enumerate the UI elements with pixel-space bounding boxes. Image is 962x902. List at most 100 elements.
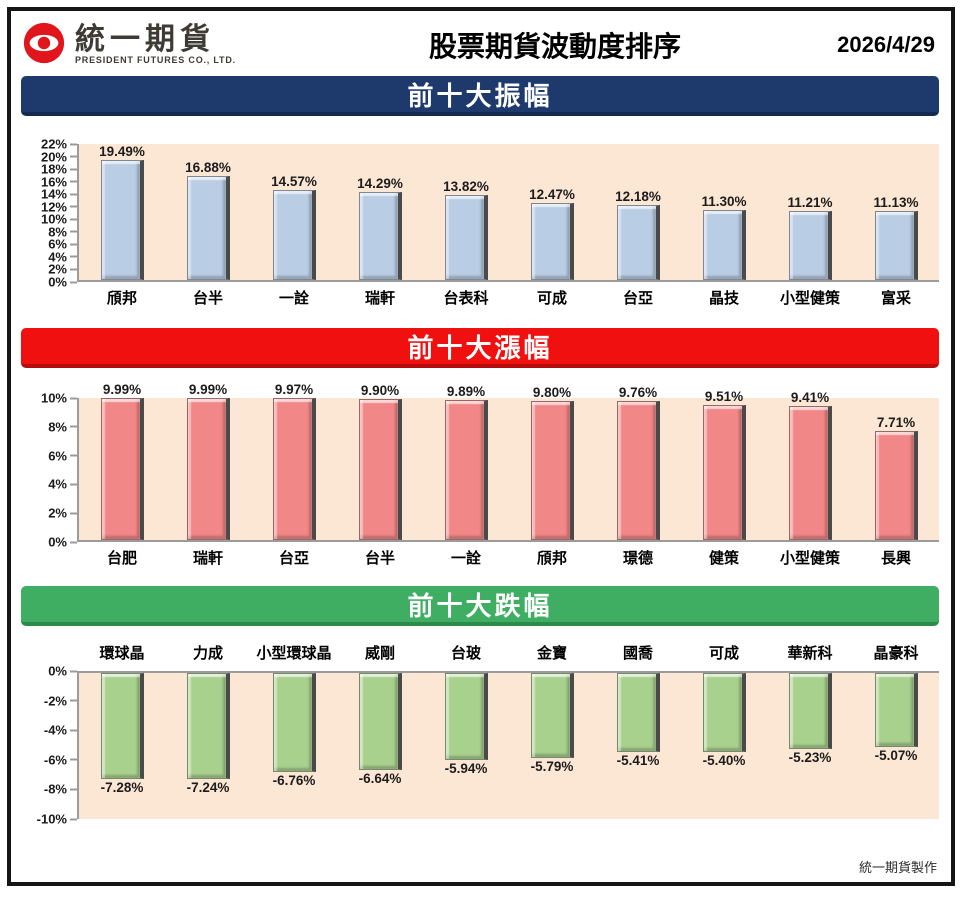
- category-label: 晶技: [708, 290, 739, 307]
- bar-力成: [186, 673, 230, 779]
- bar-slot: 9.89%: [423, 384, 509, 540]
- losers-plot-area: -7.28% -7.24% -6.76% -6.64% -5.94% -5.79% -5.4…: [77, 671, 939, 819]
- bar-頎邦: [100, 159, 144, 280]
- bar-slot: -6.64%: [337, 673, 423, 819]
- y-axis-tick: 10%: [41, 212, 77, 227]
- y-axis-tick: 12%: [41, 199, 77, 214]
- category-label: 力成: [192, 645, 223, 662]
- category-label: 台玻: [450, 645, 481, 662]
- losers-banner: 前十大跌幅: [21, 586, 939, 626]
- president-futures-logo-icon: [21, 20, 67, 71]
- y-axis-tick: 20%: [41, 149, 77, 164]
- y-axis-tick: 0%: [48, 535, 77, 550]
- amplitude-banner-label: 前十大振幅: [407, 80, 553, 111]
- losers-banner-label: 前十大跌幅: [407, 590, 553, 621]
- bar-華新科: [788, 673, 832, 750]
- value-label: 9.80%: [532, 384, 572, 400]
- bar-璟德: [616, 401, 660, 540]
- category-label: 台半: [364, 550, 395, 567]
- category-label: 小型環球晶: [256, 645, 332, 662]
- bar-台半: [358, 399, 402, 540]
- y-axis-tick: 2%: [48, 262, 77, 277]
- value-label: -5.23%: [788, 750, 832, 766]
- y-axis-tick: 8%: [48, 224, 77, 239]
- category-label: 台表科: [443, 290, 489, 307]
- value-label: 7.71%: [876, 414, 916, 430]
- value-label: 14.57%: [271, 173, 317, 189]
- category-label: 瑞軒: [192, 550, 223, 567]
- bar-slot: -5.41%: [595, 673, 681, 819]
- brand-subtitle: PRESIDENT FUTURES CO., LTD.: [75, 55, 236, 65]
- value-label: 13.82%: [443, 178, 489, 194]
- bar-slot: 16.88%: [165, 144, 251, 280]
- bar-可成: [702, 673, 746, 752]
- bar-slot: -7.24%: [165, 673, 251, 819]
- gainers-chart: 10% 8% 6% 4% 2% 0% 9.99% 9.99% 9.97% 9.90% 9.89% 9…: [21, 382, 939, 550]
- category-label: 可成: [536, 290, 567, 307]
- page-title: 股票期貨波動度排序: [428, 31, 681, 62]
- bar-slot: 19.49%: [79, 144, 165, 280]
- y-axis-tick: -4%: [44, 723, 77, 738]
- bar-slot: -5.79%: [509, 673, 595, 819]
- bar-台半: [186, 175, 230, 280]
- gainers-category-axis: 台肥 瑞軒 台亞 台半 一詮 頎邦 璟德 健策 小型健策 長興: [79, 547, 939, 571]
- value-label: 9.99%: [102, 382, 142, 398]
- y-axis-tick: 4%: [48, 249, 77, 264]
- y-axis-tick: -10%: [37, 812, 77, 827]
- y-axis-tick: -2%: [44, 693, 77, 708]
- bar-小型環球晶: [272, 673, 316, 772]
- value-label: -7.28%: [100, 780, 144, 796]
- y-axis-tick: 8%: [48, 419, 77, 434]
- category-label: 台亞: [278, 550, 309, 567]
- category-label: 台亞: [622, 290, 653, 307]
- y-axis-tick: 16%: [41, 174, 77, 189]
- value-label: -5.94%: [444, 760, 488, 776]
- value-label: -5.07%: [874, 748, 918, 764]
- section-gainers: 前十大漲幅 10% 8% 6% 4% 2% 0% 9.99% 9.99% 9.97% 9.90%…: [21, 328, 939, 571]
- section-amplitude: 前十大振幅 22% 20% 18% 16% 14% 12% 10% 8% 6% 4% 2% 0% 19…: [21, 76, 939, 311]
- value-label: 19.49%: [99, 143, 145, 159]
- bar-長興: [874, 430, 918, 540]
- amplitude-banner: 前十大振幅: [21, 76, 939, 116]
- category-label: 頎邦: [106, 290, 137, 307]
- value-label: 9.99%: [188, 382, 228, 398]
- category-label: 健策: [708, 550, 739, 567]
- bar-小型健策: [788, 406, 832, 540]
- bar-台亞: [616, 204, 660, 280]
- value-label: 14.29%: [357, 175, 403, 191]
- y-axis-tick: -6%: [44, 752, 77, 767]
- report-header: 統一期貨 PRESIDENT FUTURES CO., LTD. 股票期貨波動度…: [21, 17, 939, 73]
- value-label: 11.13%: [873, 195, 919, 211]
- y-axis-tick: 22%: [41, 137, 77, 152]
- bar-slot: 9.99%: [79, 382, 165, 540]
- value-label: 12.18%: [615, 188, 661, 204]
- bar-金寶: [530, 673, 574, 758]
- section-losers: 前十大跌幅 環球晶 力成 小型環球晶 威剛 台玻 金寶 國喬 可成 華新科 晶豪科 0% -2% -4…: [21, 586, 939, 827]
- category-label: 華新科: [787, 645, 833, 662]
- bar-瑞軒: [358, 191, 402, 280]
- bar-小型健策: [788, 210, 832, 280]
- brand-name: 統一期貨: [75, 23, 215, 56]
- bar-slot: 9.80%: [509, 385, 595, 540]
- category-label: 富采: [880, 290, 911, 307]
- credit-text: 統一期貨製作: [858, 860, 937, 875]
- bar-slot: 9.97%: [251, 382, 337, 540]
- amplitude-plot-area: 19.49% 16.88% 14.57% 14.29% 13.82% 12.47% 12.1…: [77, 144, 939, 282]
- category-label: 台肥: [106, 550, 137, 567]
- value-label: -6.64%: [358, 770, 402, 786]
- bar-台表科: [444, 194, 488, 280]
- bar-slot: -5.07%: [853, 673, 939, 819]
- bar-台亞: [272, 398, 316, 540]
- bar-slot: -6.76%: [251, 673, 337, 819]
- bar-slot: 11.21%: [767, 144, 853, 280]
- category-label: 台半: [192, 290, 223, 307]
- bar-slot: 9.99%: [165, 382, 251, 540]
- category-label: 威剛: [364, 645, 395, 662]
- bar-台肥: [100, 398, 144, 540]
- value-label: -5.40%: [702, 752, 746, 768]
- value-label: -7.24%: [186, 779, 230, 795]
- bar-slot: 13.82%: [423, 144, 509, 280]
- category-label: 璟德: [622, 550, 653, 567]
- y-axis-tick: 10%: [41, 391, 77, 406]
- bar-國喬: [616, 673, 660, 752]
